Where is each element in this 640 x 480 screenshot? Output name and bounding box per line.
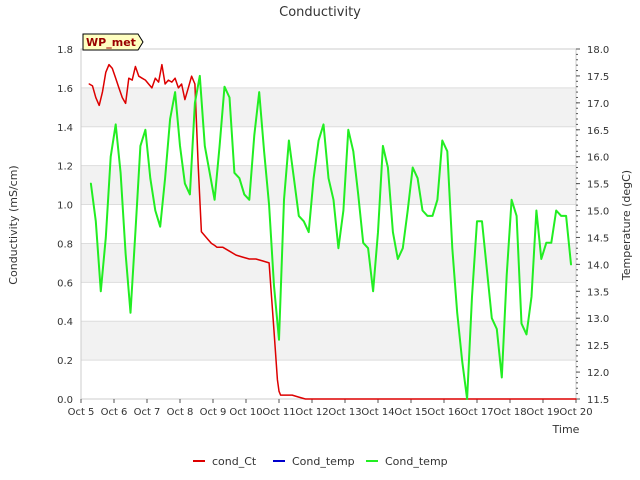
x-tick-label: Oct 8 bbox=[167, 407, 194, 418]
y2-tick-label: 14.5 bbox=[587, 233, 609, 244]
grid-band bbox=[81, 243, 576, 283]
y2-axis-ticks: 11.5 12.0 12.5 13.0 13.5 14.0 14.5 15.0 15.5 16.0… bbox=[576, 45, 609, 406]
y2-tick-label: 16.0 bbox=[587, 153, 609, 164]
x-tick-label: Oct 10 bbox=[229, 407, 262, 418]
y2-tick-label: 13.5 bbox=[587, 287, 609, 298]
x-tick-label: Oct 17 bbox=[460, 407, 493, 418]
y2-tick-label: 13.0 bbox=[587, 314, 609, 325]
legend: cond_Ct Cond_temp Cond_temp bbox=[193, 455, 448, 468]
y-tick-label: 1.6 bbox=[57, 84, 73, 95]
x-tick-label: Oct 9 bbox=[200, 407, 227, 418]
y-tick-label: 1.2 bbox=[57, 162, 73, 173]
y-tick-label: 0.6 bbox=[57, 278, 73, 289]
y2-tick-label: 17.5 bbox=[587, 72, 609, 83]
y-tick-label: 1.8 bbox=[57, 45, 73, 56]
y2-tick-label: 16.5 bbox=[587, 126, 609, 137]
y2-tick-label: 18.0 bbox=[587, 45, 609, 56]
x-tick-label: Oct 18 bbox=[493, 407, 526, 418]
x-axis-label: Time bbox=[552, 423, 580, 436]
x-tick-label: Oct 12 bbox=[295, 407, 328, 418]
y2-axis-label: Temperature (degC) bbox=[620, 170, 633, 281]
y-tick-label: 0.4 bbox=[57, 317, 73, 328]
x-tick-label: Oct 11 bbox=[262, 407, 295, 418]
y-tick-label: 0.0 bbox=[57, 395, 73, 406]
x-tick-label: Oct 15 bbox=[394, 407, 427, 418]
chart-title: Conductivity bbox=[279, 5, 361, 20]
y2-tick-label: 17.0 bbox=[587, 99, 609, 110]
series-line-1 bbox=[88, 63, 577, 400]
y-tick-label: 0.8 bbox=[57, 239, 73, 250]
x-tick-label: Oct 14 bbox=[361, 407, 394, 418]
annotation-text: WP_met bbox=[86, 36, 136, 49]
grid-band bbox=[81, 321, 576, 361]
y2-tick-label: 12.0 bbox=[587, 368, 609, 379]
y2-tick-label: 15.5 bbox=[587, 180, 609, 191]
y2-tick-label: 15.0 bbox=[587, 207, 609, 218]
legend-label: Cond_temp bbox=[385, 455, 448, 468]
y-axis-ticks: 0.0 0.2 0.4 0.6 0.8 1.0 1.2 1.4 1.6 1.8 bbox=[57, 45, 73, 406]
y2-tick-label: 14.0 bbox=[587, 260, 609, 271]
x-tick-label: Oct 16 bbox=[427, 407, 460, 418]
y2-tick-label: 11.5 bbox=[587, 395, 609, 406]
y-tick-label: 1.0 bbox=[57, 201, 73, 212]
series-lines bbox=[88, 63, 577, 400]
y-tick-label: 0.2 bbox=[57, 356, 73, 367]
legend-label: cond_Ct bbox=[212, 455, 257, 468]
legend-label: Cond_temp bbox=[292, 455, 355, 468]
wp-met-annotation: WP_met bbox=[82, 33, 144, 51]
x-tick-label: Oct 5 bbox=[68, 407, 95, 418]
x-tick-label: Oct 20 bbox=[559, 407, 592, 418]
grid-band bbox=[81, 87, 576, 127]
x-tick-label: Oct 6 bbox=[101, 407, 128, 418]
y-tick-label: 1.4 bbox=[57, 123, 73, 134]
x-tick-label: Oct 7 bbox=[134, 407, 161, 418]
x-axis-ticks: Oct 5 Oct 6 Oct 7 Oct 8 Oct 9 Oct 10 Oct 11 Oct… bbox=[68, 399, 593, 418]
y2-tick-label: 12.5 bbox=[587, 341, 609, 352]
x-tick-label: Oct 19 bbox=[526, 407, 559, 418]
x-tick-label: Oct 13 bbox=[328, 407, 361, 418]
y-axis-label: Conductivity (mS/cm) bbox=[7, 165, 20, 284]
series-line-3 bbox=[89, 74, 572, 400]
grid-bands bbox=[81, 87, 576, 400]
annotation-box bbox=[82, 33, 144, 51]
